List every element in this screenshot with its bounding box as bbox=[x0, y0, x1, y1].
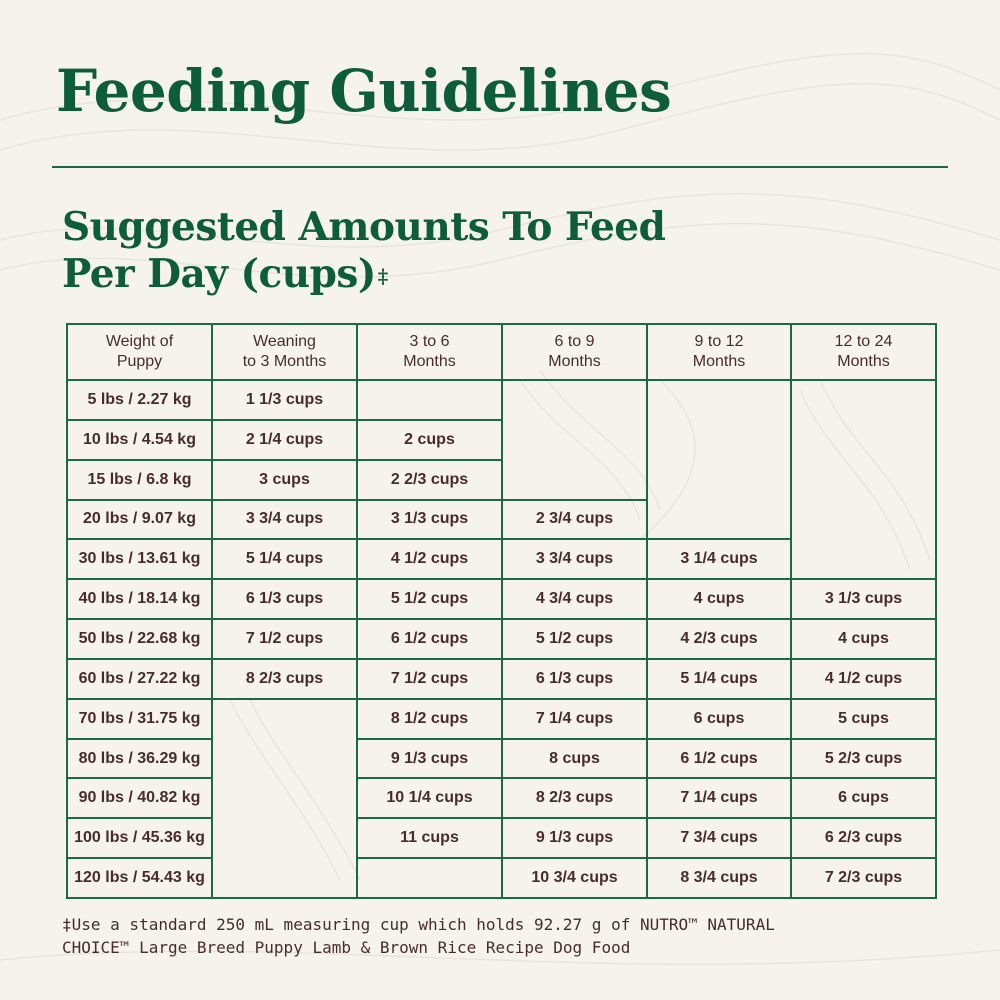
header-6-to-9-months: 6 to 9 Months bbox=[501, 323, 648, 381]
amount-cell: 7 3/4 cups bbox=[646, 817, 792, 860]
page-title: Feeding Guidelines bbox=[56, 57, 672, 125]
amount-cell: 4 cups bbox=[646, 578, 792, 621]
amount-cell: 5 1/4 cups bbox=[646, 657, 792, 700]
amount-cell: 7 1/2 cups bbox=[356, 657, 503, 700]
header-9-to-12-months: 9 to 12 Months bbox=[646, 323, 792, 381]
amount-cell: 3 1/4 cups bbox=[646, 538, 792, 581]
weight-cell: 15 lbs / 6.8 kg bbox=[66, 458, 213, 501]
amount-cell: 6 1/2 cups bbox=[356, 618, 503, 660]
amount-cell: 8 1/2 cups bbox=[356, 697, 503, 740]
amount-cell: 2 1/4 cups bbox=[211, 418, 358, 461]
weight-cell: 90 lbs / 40.82 kg bbox=[66, 777, 213, 820]
amount-cell: 10 1/4 cups bbox=[356, 777, 503, 820]
table-row: 50 lbs / 22.68 kg 7 1/2 cups 6 1/2 cups … bbox=[66, 618, 937, 660]
table-row: 90 lbs / 40.82 kg 10 1/4 cups 8 2/3 cups… bbox=[66, 777, 937, 820]
amount-cell: 3 3/4 cups bbox=[501, 538, 648, 581]
amount-cell: 7 1/2 cups bbox=[211, 618, 358, 660]
amount-cell: 4 1/2 cups bbox=[356, 538, 503, 581]
amount-cell: 7 1/4 cups bbox=[501, 697, 648, 740]
header-weaning-to-3-months: Weaning to 3 Months bbox=[211, 323, 358, 381]
table-row: 100 lbs / 45.36 kg 11 cups 9 1/3 cups 7 … bbox=[66, 817, 937, 860]
amount-cell: 11 cups bbox=[356, 817, 503, 860]
weight-cell: 20 lbs / 9.07 kg bbox=[66, 498, 213, 541]
amount-cell: 5 cups bbox=[790, 697, 937, 740]
footnote-line-2: CHOICE™ Large Breed Puppy Lamb & Brown R… bbox=[62, 938, 631, 957]
amount-cell: 6 1/3 cups bbox=[211, 578, 358, 621]
header-12-to-24-months: 12 to 24 Months bbox=[790, 323, 937, 381]
amount-cell: 8 2/3 cups bbox=[211, 657, 358, 700]
amount-cell: 6 1/2 cups bbox=[646, 737, 792, 780]
title-divider bbox=[52, 166, 948, 168]
amount-cell: 9 1/3 cups bbox=[501, 817, 648, 860]
amount-cell: 5 2/3 cups bbox=[790, 737, 937, 780]
amount-cell: 5 1/2 cups bbox=[356, 578, 503, 621]
amount-cell: 9 1/3 cups bbox=[356, 737, 503, 780]
amount-cell: 6 cups bbox=[646, 697, 792, 740]
amount-cell: 4 2/3 cups bbox=[646, 618, 792, 660]
subtitle-line-2: Per Day (cups) bbox=[62, 251, 376, 297]
amount-cell: 8 3/4 cups bbox=[646, 857, 792, 899]
table-row: 70 lbs / 31.75 kg 8 1/2 cups 7 1/4 cups … bbox=[66, 697, 937, 900]
amount-cell: 2 3/4 cups bbox=[501, 498, 648, 541]
table-row: 60 lbs / 27.22 kg 8 2/3 cups 7 1/2 cups … bbox=[66, 657, 937, 700]
amount-cell: 7 2/3 cups bbox=[790, 857, 937, 899]
table-row: 40 lbs / 18.14 kg 6 1/3 cups 5 1/2 cups … bbox=[66, 578, 937, 621]
amount-cell: 1 1/3 cups bbox=[211, 379, 358, 421]
amount-cell: 3 cups bbox=[211, 458, 358, 501]
header-3-to-6-months: 3 to 6 Months bbox=[356, 323, 503, 381]
empty-cell bbox=[356, 857, 503, 899]
table-row: 15 lbs / 6.8 kg 3 cups 2 2/3 cups bbox=[66, 458, 936, 501]
amount-cell: 5 1/4 cups bbox=[211, 538, 358, 581]
amount-cell: 8 2/3 cups bbox=[501, 777, 648, 820]
weight-cell: 50 lbs / 22.68 kg bbox=[66, 618, 213, 660]
footnote: ‡Use a standard 250 mL measuring cup whi… bbox=[62, 913, 942, 959]
weight-cell: 5 lbs / 2.27 kg bbox=[66, 379, 213, 421]
amount-cell: 7 1/4 cups bbox=[646, 777, 792, 820]
amount-cell: 3 3/4 cups bbox=[211, 498, 358, 541]
amount-cell: 5 1/2 cups bbox=[501, 618, 648, 660]
empty-cell bbox=[790, 378, 937, 581]
table-header-row: Weight of Puppy Weaning to 3 Months 3 to 6… bbox=[66, 323, 937, 381]
table-row: 30 lbs / 13.61 kg 5 1/4 cups 4 1/2 cups … bbox=[66, 538, 936, 581]
table-row: 5 lbs / 2.27 kg 1 1/3 cups bbox=[66, 378, 937, 581]
footnote-marker: ‡ bbox=[377, 264, 388, 288]
header-weight: Weight of Puppy bbox=[66, 323, 213, 381]
amount-cell: 3 1/3 cups bbox=[790, 578, 937, 621]
table-subtitle: Suggested Amounts To Feed Per Day (cups)… bbox=[62, 204, 666, 298]
weight-cell: 70 lbs / 31.75 kg bbox=[66, 697, 213, 740]
amount-cell: 6 1/3 cups bbox=[501, 657, 648, 700]
table-row: 20 lbs / 9.07 kg 3 3/4 cups 3 1/3 cups 2… bbox=[66, 498, 936, 541]
subtitle-line-1: Suggested Amounts To Feed bbox=[62, 204, 666, 250]
amount-cell: 4 cups bbox=[790, 618, 937, 660]
empty-cell bbox=[211, 697, 358, 900]
amount-cell: 6 cups bbox=[790, 777, 937, 820]
table-row: 10 lbs / 4.54 kg 2 1/4 cups 2 cups bbox=[66, 418, 936, 461]
table-row: 120 lbs / 54.43 kg 10 3/4 cups 8 3/4 cup… bbox=[66, 857, 937, 899]
table-row: 80 lbs / 36.29 kg 9 1/3 cups 8 cups 6 1/… bbox=[66, 737, 937, 780]
empty-cell bbox=[646, 378, 792, 541]
weight-cell: 80 lbs / 36.29 kg bbox=[66, 737, 213, 780]
amount-cell: 6 2/3 cups bbox=[790, 817, 937, 860]
weight-cell: 100 lbs / 45.36 kg bbox=[66, 817, 213, 860]
amount-cell: 4 1/2 cups bbox=[790, 657, 937, 700]
amount-cell: 4 3/4 cups bbox=[501, 578, 648, 621]
empty-cell bbox=[356, 379, 503, 421]
amount-cell: 10 3/4 cups bbox=[501, 857, 648, 899]
weight-cell: 30 lbs / 13.61 kg bbox=[66, 538, 213, 581]
amount-cell: 8 cups bbox=[501, 737, 648, 780]
feeding-table: Weight of Puppy Weaning to 3 Months 3 to 6… bbox=[66, 323, 937, 900]
empty-cell bbox=[501, 379, 648, 501]
amount-cell: 2 cups bbox=[356, 418, 503, 461]
weight-cell: 10 lbs / 4.54 kg bbox=[66, 418, 213, 461]
weight-cell: 40 lbs / 18.14 kg bbox=[66, 578, 213, 621]
amount-cell: 3 1/3 cups bbox=[356, 498, 503, 541]
weight-cell: 120 lbs / 54.43 kg bbox=[66, 857, 213, 899]
footnote-line-1: ‡Use a standard 250 mL measuring cup whi… bbox=[62, 915, 775, 934]
amount-cell: 2 2/3 cups bbox=[356, 458, 503, 501]
weight-cell: 60 lbs / 27.22 kg bbox=[66, 657, 213, 700]
